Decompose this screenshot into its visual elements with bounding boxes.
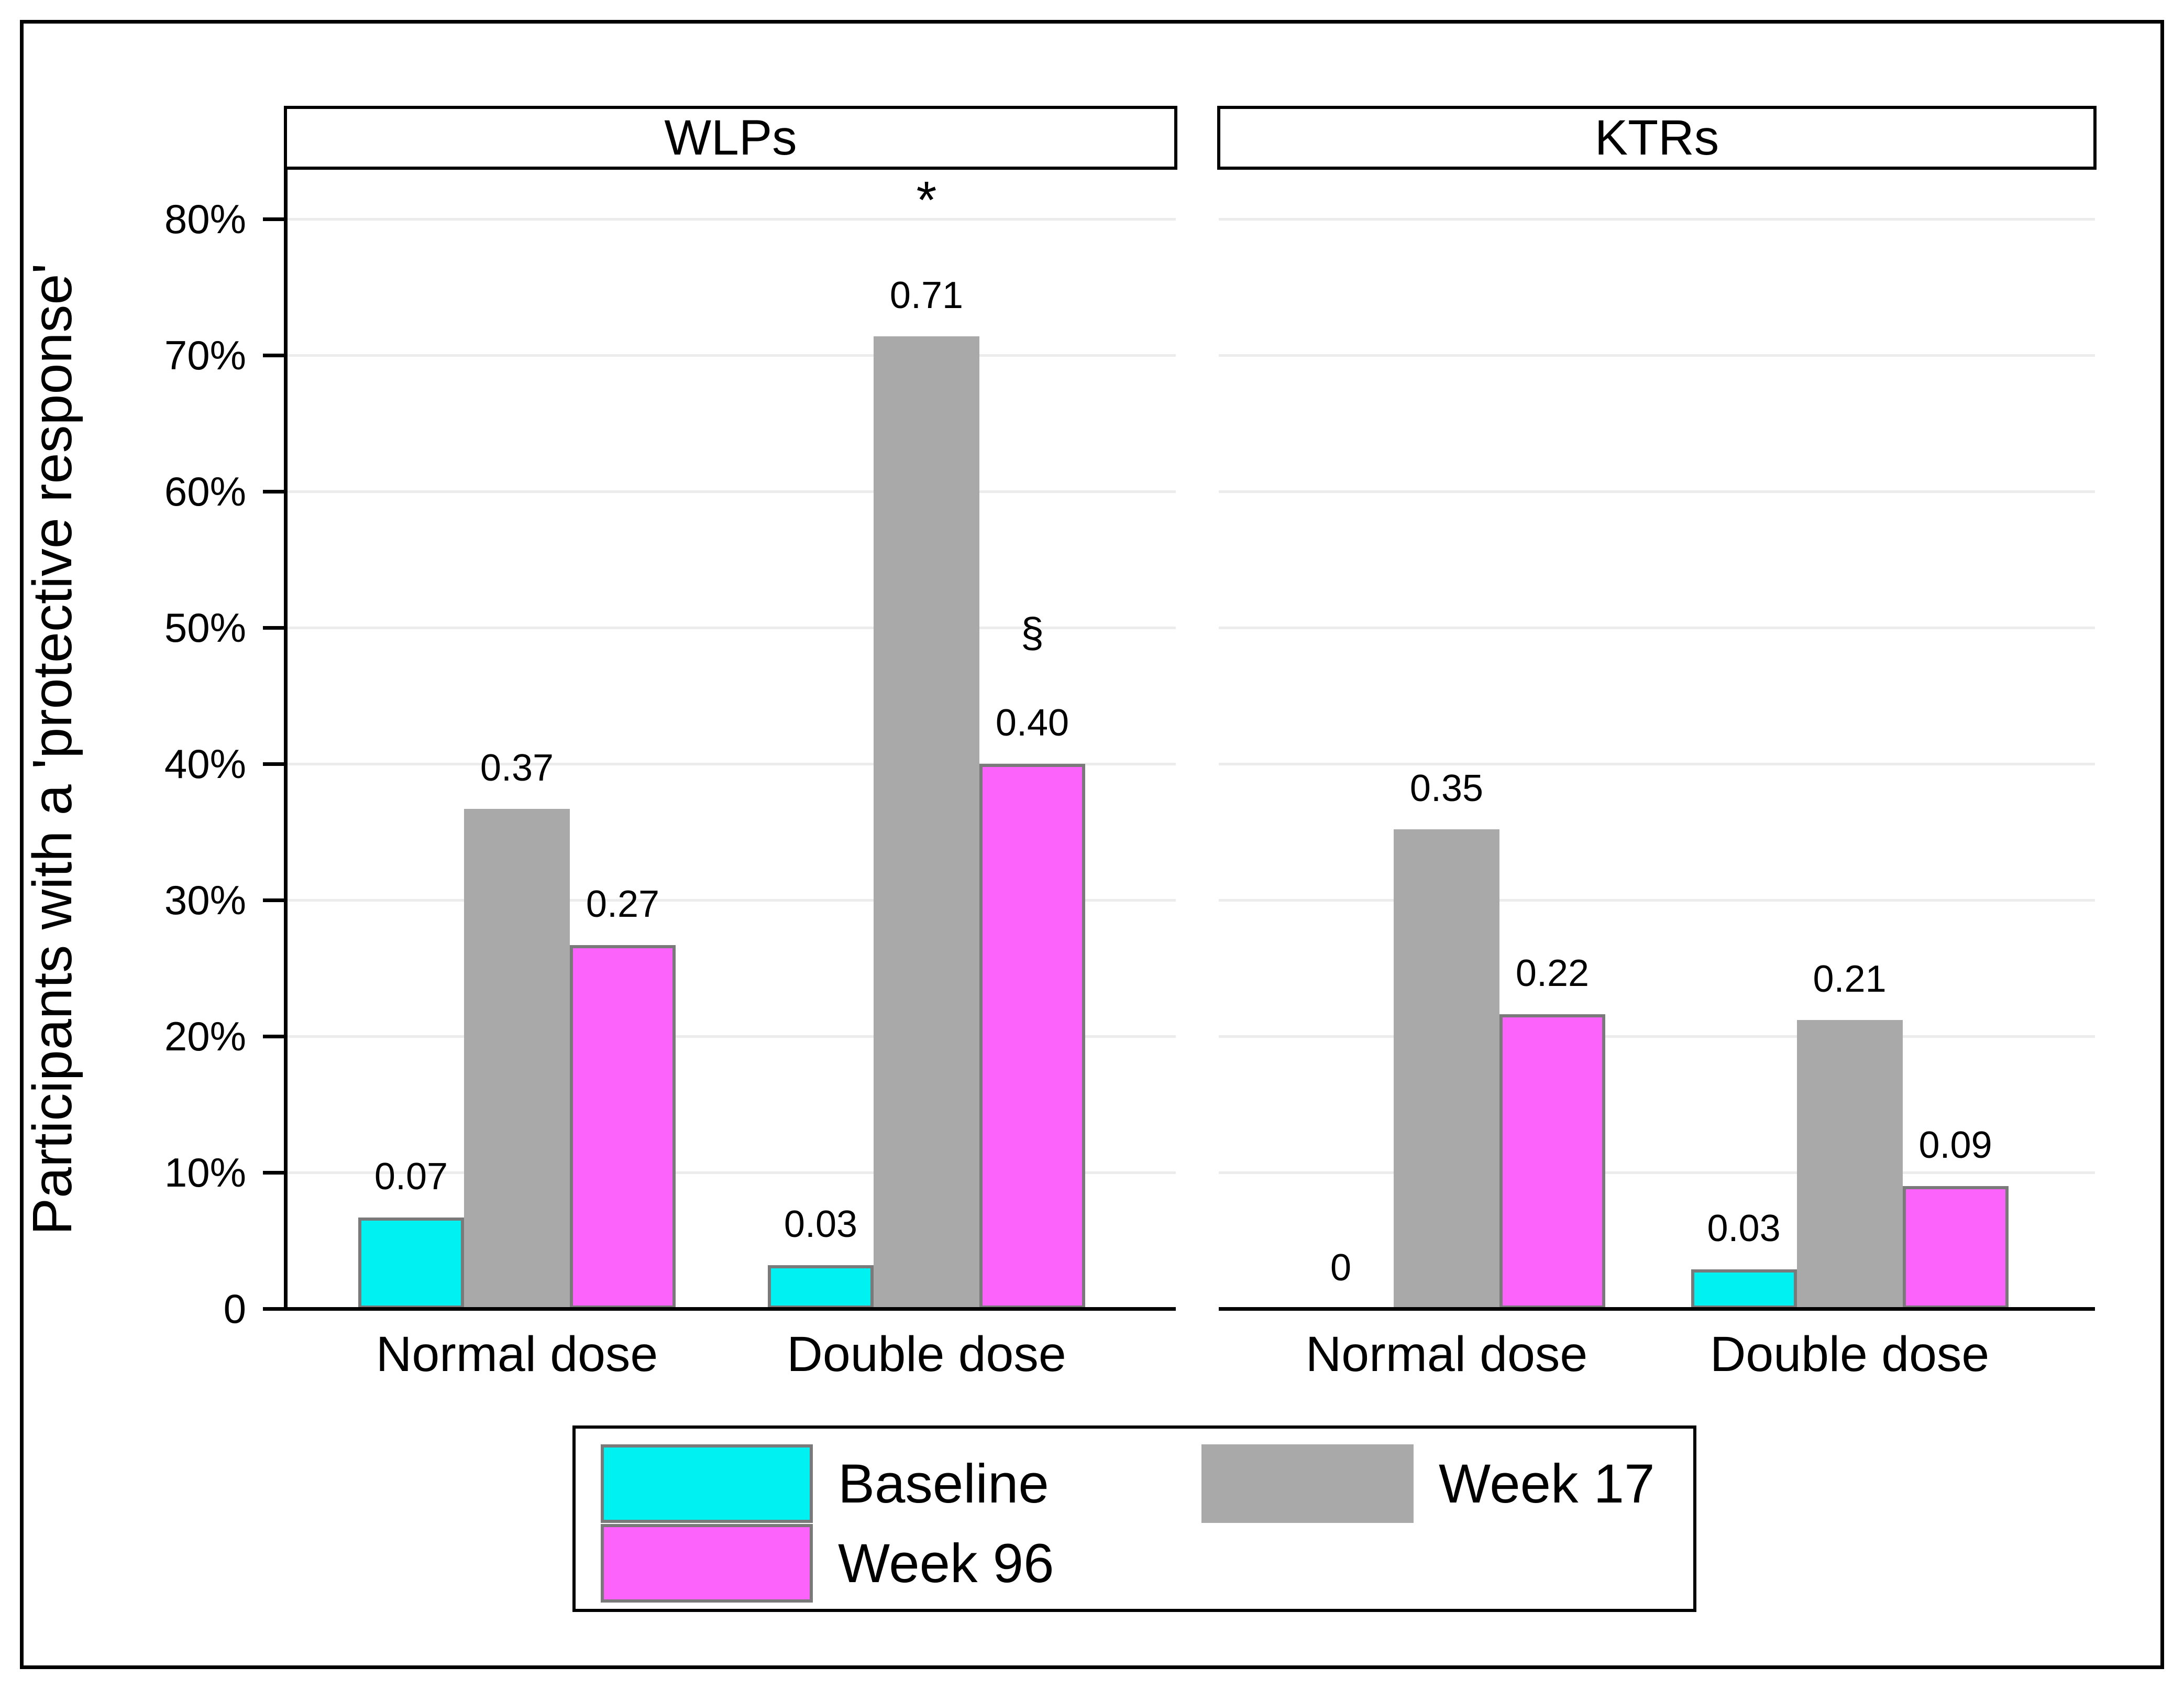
x-category-label: Double dose — [787, 1326, 1066, 1382]
y-tick — [263, 1171, 284, 1175]
grid-line — [1219, 1035, 2095, 1038]
legend-label: Baseline — [838, 1453, 1049, 1515]
legend-label: Week 17 — [1439, 1453, 1655, 1515]
y-tick-label: 0 — [223, 1286, 246, 1332]
bar-value-label: 0.09 — [1918, 1124, 1992, 1166]
bar-baseline — [768, 1265, 874, 1309]
bar-week96 — [1902, 1186, 2009, 1309]
legend-swatch-week17 — [1201, 1444, 1414, 1523]
x-axis-line — [1219, 1307, 2095, 1311]
y-tick-label: 10% — [164, 1149, 246, 1196]
grid-line — [285, 763, 1176, 765]
bar-week96 — [570, 945, 676, 1309]
y-tick-label: 70% — [164, 332, 246, 378]
panel-header-ktrs: KTRs — [1217, 106, 2097, 170]
y-tick — [263, 1307, 284, 1311]
bar-week96 — [979, 764, 1085, 1309]
significance-marker: § — [1020, 609, 1044, 656]
bar-baseline — [358, 1217, 464, 1309]
bar-value-label: 0.35 — [1409, 767, 1484, 809]
bar-value-label: 0.03 — [784, 1203, 858, 1245]
grid-line — [285, 490, 1176, 493]
y-tick-label: 60% — [164, 468, 246, 514]
panel-header-wlps: WLPs — [284, 106, 1177, 170]
y-tick — [263, 1035, 284, 1038]
grid-line — [1219, 354, 2095, 357]
grid-line — [285, 899, 1176, 902]
grid-line — [1219, 899, 2095, 902]
bar-week17 — [1796, 1019, 1903, 1309]
bar-baseline — [1691, 1269, 1797, 1309]
y-tick — [263, 217, 284, 221]
bar-week17 — [464, 808, 570, 1309]
y-tick-label: 80% — [164, 196, 246, 242]
y-tick — [263, 354, 284, 357]
y-tick — [263, 490, 284, 493]
figure-border — [20, 20, 2164, 1669]
y-tick-label: 20% — [164, 1013, 246, 1059]
bar-value-label: 0.07 — [374, 1155, 448, 1198]
x-category-label: Normal dose — [1305, 1326, 1588, 1382]
bar-value-label: 0.71 — [889, 274, 964, 316]
significance-marker: * — [916, 170, 937, 229]
bar-value-label: 0.03 — [1707, 1207, 1781, 1249]
bar-value-label: 0.21 — [1813, 958, 1887, 1000]
bar-week96 — [1499, 1014, 1605, 1309]
legend-swatch-week96 — [601, 1524, 813, 1603]
bar-value-label: 0.22 — [1515, 952, 1590, 995]
grid-line — [285, 218, 1176, 221]
grid-line — [1219, 490, 2095, 493]
y-tick-label: 40% — [164, 741, 246, 787]
y-tick-label: 50% — [164, 605, 246, 651]
x-category-label: Normal dose — [376, 1326, 658, 1382]
legend-swatch-baseline — [601, 1444, 813, 1523]
y-tick-label: 30% — [164, 877, 246, 923]
y-axis-line — [284, 170, 288, 1311]
bar-value-label: 0 — [1330, 1247, 1351, 1289]
grid-line — [285, 354, 1176, 357]
grid-line — [1219, 763, 2095, 765]
grid-line — [1219, 627, 2095, 629]
bar-value-label: 0.37 — [480, 747, 554, 789]
grid-line — [285, 1171, 1176, 1174]
grid-line — [285, 627, 1176, 629]
grid-line — [285, 1035, 1176, 1038]
x-axis-line — [285, 1307, 1176, 1311]
bar-value-label: 0.40 — [995, 702, 1069, 744]
y-tick — [263, 762, 284, 766]
bar-week17 — [874, 336, 979, 1309]
bar-value-label: 0.27 — [586, 883, 660, 925]
x-category-label: Double dose — [1709, 1326, 1990, 1382]
legend-label: Week 96 — [838, 1533, 1054, 1594]
y-tick — [263, 626, 284, 630]
y-tick — [263, 898, 284, 902]
grid-line — [1219, 218, 2095, 221]
grid-line — [1219, 1171, 2095, 1174]
bar-week17 — [1393, 829, 1499, 1309]
y-axis-title: Participants with a 'protective response… — [21, 263, 83, 1235]
